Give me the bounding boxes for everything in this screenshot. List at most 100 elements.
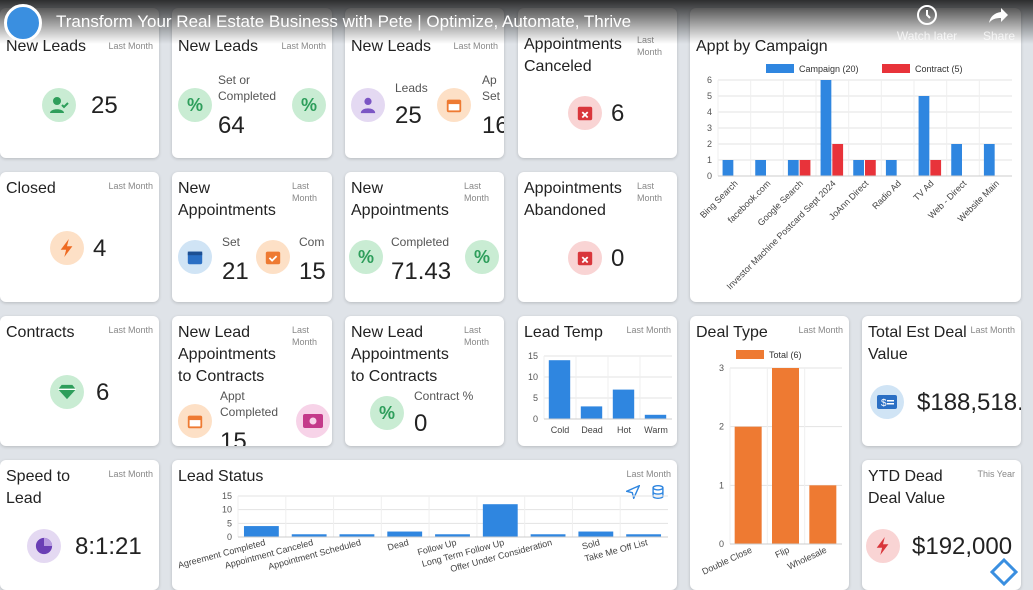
legend-label: Contract (5)	[915, 64, 963, 74]
bar	[339, 534, 375, 537]
card-value: $188,518.	[917, 389, 1021, 416]
bar	[809, 485, 837, 544]
card-period: Last Month	[453, 41, 498, 51]
cash-icon	[296, 404, 330, 438]
card-speed-to-lead[interactable]: Speed to Lead Last Month 8:1:21	[0, 460, 159, 590]
bar	[548, 360, 571, 419]
bar	[799, 160, 811, 176]
chart-period: Last Month	[626, 325, 671, 335]
percent-icon: %	[370, 396, 404, 430]
y-tick-label: 15	[528, 351, 538, 361]
card-new-appointments-1[interactable]: New Appointments Last Month Set 21 Com 1…	[172, 172, 332, 302]
x-tick-label: Sold	[581, 537, 601, 551]
share-icon	[989, 8, 1008, 23]
channel-logo-icon[interactable]	[4, 4, 42, 42]
x-tick-label: Hot	[617, 425, 632, 435]
lightning-icon	[50, 231, 84, 265]
video-top-bar: Transform Your Real Estate Business with…	[0, 0, 1033, 44]
card-total-est-deal[interactable]: Total Est Deal Value Last Month $ $188,5…	[862, 316, 1021, 446]
card-appt-by-campaign[interactable]: Appt by Campaign 0 1 2 3 4 5 6 Bing Search faceb…	[690, 8, 1021, 302]
card-value-2: 16	[482, 112, 504, 139]
bar	[832, 144, 844, 176]
bar	[482, 504, 518, 537]
card-value-2: 15	[299, 258, 326, 285]
card-closed[interactable]: Closed Last Month 4	[0, 172, 159, 302]
card-ytd-dead-deal[interactable]: YTD Dead Deal Value This Year $192,000	[862, 460, 1021, 590]
legend-swatch	[882, 64, 910, 73]
card-nl-appt-contracts-2[interactable]: New Lead Appointments to Contracts Last …	[345, 316, 504, 446]
card-value: 25	[91, 92, 118, 119]
card-lead-temp[interactable]: Lead Temp Last Month 0 5 10 15 Cold Dead Hot Wa…	[518, 316, 677, 446]
card-lead-status[interactable]: Lead Status Last Month 0 5 10 15 Agreement C…	[172, 460, 677, 590]
bar	[853, 160, 864, 176]
share-button[interactable]: Share	[974, 4, 1024, 43]
card-label: Appt Completed	[220, 389, 279, 419]
y-tick-label: 2	[719, 422, 724, 432]
card-value: 15	[220, 428, 247, 446]
y-tick-label: 15	[222, 491, 232, 501]
bar	[787, 160, 799, 176]
bar	[772, 368, 799, 544]
bar	[865, 160, 876, 176]
x-tick-label: TV Ad	[911, 178, 935, 202]
card-label-2: Com	[299, 235, 325, 249]
chart-period: Last Month	[798, 325, 843, 335]
x-tick-label: Dead	[581, 425, 603, 435]
y-tick-label: 10	[528, 372, 538, 382]
svg-text:$: $	[881, 398, 887, 409]
y-tick-label: 6	[707, 75, 712, 85]
card-period: Last Month	[970, 325, 1015, 335]
card-label-2b: Set	[482, 89, 501, 103]
card-value: 0	[611, 245, 625, 272]
bar	[885, 160, 897, 176]
card-label: Set or Completed	[218, 73, 277, 103]
card-label: Set	[222, 235, 241, 249]
x-tick-label: Cold	[551, 425, 570, 435]
chart-title: Deal Type	[696, 324, 768, 341]
card-label-2: Ap	[482, 73, 497, 87]
video-title[interactable]: Transform Your Real Estate Business with…	[56, 12, 632, 31]
diamond-icon	[50, 375, 84, 409]
calendar-icon	[178, 240, 212, 274]
calendar-icon	[437, 88, 471, 122]
bar	[435, 534, 470, 537]
card-title: New Appointments	[178, 180, 276, 219]
card-value: 25	[395, 102, 422, 129]
bar	[291, 534, 327, 537]
y-tick-label: 0	[533, 414, 538, 424]
calendar-icon	[178, 404, 212, 438]
chart-title: Lead Status	[178, 468, 264, 485]
card-nl-appt-contracts-1[interactable]: New Lead Appointments to Contracts Last …	[172, 316, 332, 446]
card-period: Last Month	[292, 181, 318, 203]
bar	[983, 144, 995, 176]
clock-icon	[917, 5, 937, 25]
card-period: Last Month	[464, 181, 490, 203]
send-icon[interactable]	[624, 484, 641, 504]
bar	[918, 96, 930, 176]
bar	[755, 160, 766, 176]
card-label: Leads	[395, 81, 428, 95]
y-tick-label: 3	[719, 363, 724, 373]
bar	[626, 534, 662, 537]
y-tick-label: 5	[533, 393, 538, 403]
card-value: 64	[218, 112, 245, 139]
card-title: YTD Dead Deal Value	[868, 468, 946, 507]
lead-temp-chart: 0 5 10 15 Cold Dead Hot Warm	[528, 351, 672, 435]
card-value: 71.43	[391, 258, 452, 285]
card-title: New Appointments	[351, 180, 449, 219]
bar	[580, 406, 603, 419]
x-tick-label: Dead	[386, 537, 409, 552]
card-appt-abandoned[interactable]: Appointments Abandoned Last Month 0	[518, 172, 677, 302]
card-contracts[interactable]: Contracts Last Month 6	[0, 316, 159, 446]
card-title: New Lead Appointments to Contracts	[178, 324, 276, 385]
card-new-appointments-2[interactable]: New Appointments Last Month % Completed …	[345, 172, 504, 302]
x-tick-label: Double Close	[700, 545, 753, 577]
bar	[722, 160, 734, 176]
x-tick-label: Warm	[644, 425, 668, 435]
card-deal-type[interactable]: Deal Type Last Month 0 1 2 3 Double Close Fli…	[690, 316, 849, 590]
y-tick-label: 5	[227, 518, 232, 528]
watch-later-button[interactable]: Watch later	[890, 4, 964, 43]
card-value: $192,000	[912, 533, 1013, 560]
x-tick-label: Radio Ad	[870, 178, 903, 211]
